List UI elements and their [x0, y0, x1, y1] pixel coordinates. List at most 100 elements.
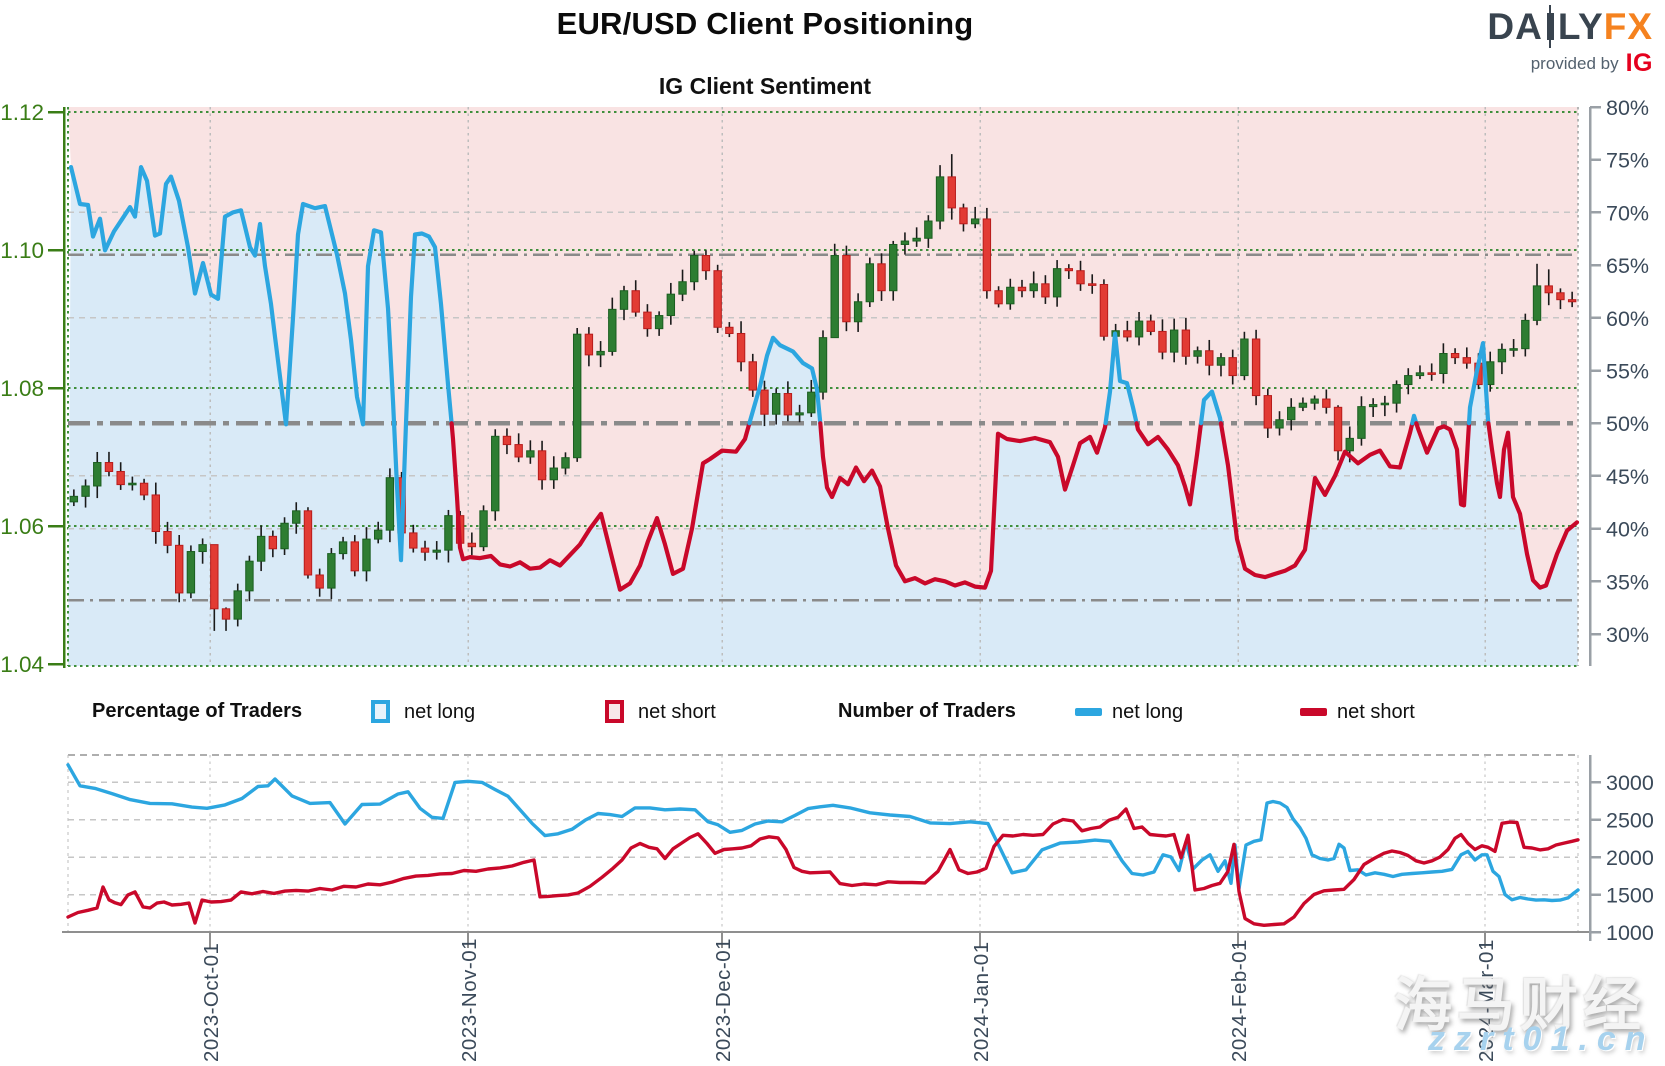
candle-up: [327, 553, 336, 589]
net-long-pct-line: [1466, 341, 1491, 426]
candle-down: [713, 270, 722, 328]
candle-up: [1532, 285, 1542, 321]
candle-up: [491, 435, 500, 512]
candle-down: [104, 462, 114, 472]
candle-up: [678, 281, 687, 295]
pct-tick-label: 35%: [1606, 570, 1649, 594]
date-tick-label: 2024-Feb-01: [1228, 939, 1251, 1062]
candle-down: [1427, 372, 1436, 375]
candle-up: [1486, 361, 1495, 386]
pct-tick-label: 55%: [1606, 360, 1649, 384]
candle-up: [1006, 286, 1015, 305]
num-tick-label: 2500: [1606, 809, 1654, 833]
net-short-pct-line: [1486, 421, 1580, 590]
candle-down: [982, 218, 992, 292]
net-long-pct-line: [1410, 413, 1419, 426]
candle-down: [514, 444, 523, 458]
candle-down: [947, 176, 956, 209]
price-tick-label: 1.10: [0, 238, 44, 263]
candle-up: [1275, 419, 1284, 429]
logo-text-fx: FX: [1603, 6, 1653, 47]
pct-tick-label: 45%: [1606, 465, 1649, 489]
candle-up: [1169, 329, 1179, 353]
provided-by-label: provided by: [1530, 54, 1619, 73]
candle-up: [479, 510, 488, 548]
candle-down: [1567, 299, 1577, 303]
net-short-pct-line: [818, 421, 1108, 590]
candle-up: [432, 549, 441, 553]
candle-down: [163, 531, 172, 546]
legend-number-of-traders: Number of Traders: [838, 700, 1016, 722]
candle-down: [1088, 283, 1097, 286]
candle-down: [268, 535, 278, 550]
candle-up: [572, 333, 582, 459]
number-of-traders-chart: 3000 2500 2000 1500 1000: [62, 754, 1654, 945]
watermark-url: zzrt01.cn: [1428, 1020, 1655, 1058]
net-long-pct-line: [747, 335, 823, 426]
candle-up: [795, 412, 804, 416]
candle-up: [1029, 283, 1038, 292]
candle-up: [1509, 348, 1518, 351]
candle-down: [701, 255, 711, 272]
net-short-pct-line: [1414, 421, 1472, 508]
candle-up: [1052, 268, 1062, 298]
candle-up: [362, 538, 371, 572]
candle-down: [760, 389, 769, 415]
candle-up: [1357, 406, 1366, 439]
candle-up: [280, 522, 289, 550]
pct-tick-label: 80%: [1606, 96, 1649, 120]
num-net-long-label: net long: [1112, 701, 1184, 723]
dailyfx-logo: DA LY FX provided by IG: [1487, 5, 1653, 77]
num-net-short-label: net short: [1337, 701, 1415, 723]
candle-down: [1064, 268, 1074, 272]
candle-up: [596, 350, 605, 356]
candle-down: [420, 547, 430, 553]
candle-up: [385, 477, 395, 531]
candle-up: [1134, 320, 1144, 338]
candle-down: [959, 207, 968, 225]
net-long-pct-line: [1198, 389, 1224, 426]
candle-down: [748, 361, 757, 391]
candle-down: [139, 482, 149, 496]
pct-net-long-label: net long: [404, 701, 476, 723]
candle-up: [373, 529, 383, 540]
candle-down: [350, 541, 359, 572]
candle-up: [1193, 350, 1202, 357]
date-tick-label: 2023-Oct-01: [200, 943, 223, 1062]
candle-up: [186, 551, 196, 594]
candle-down: [1263, 395, 1273, 429]
candle-up: [970, 218, 980, 225]
candle-down: [315, 574, 324, 589]
candle-up: [807, 391, 816, 414]
net-short-pct-line: [1218, 421, 1415, 580]
sentiment-line-group: [68, 165, 1580, 592]
pct-net-short-label: net short: [638, 701, 716, 723]
num-tick-label: 3000: [1606, 771, 1654, 795]
candle-down: [1123, 330, 1132, 338]
candle-down: [1333, 406, 1343, 452]
candle-down: [1076, 270, 1085, 285]
candle-down: [221, 608, 231, 620]
candle-down: [175, 544, 184, 594]
candle-down: [1544, 285, 1553, 294]
candle-up: [889, 243, 898, 292]
candle-up: [924, 220, 933, 239]
candle-down: [725, 326, 734, 334]
candlestick-icon: [1546, 5, 1554, 48]
candle-down: [1017, 286, 1027, 292]
pct-tick-label: 40%: [1606, 518, 1649, 542]
candle-down: [1251, 338, 1261, 397]
candle-up: [935, 176, 945, 222]
page-title: EUR/USD Client Positioning: [556, 6, 974, 41]
candle-up: [292, 510, 301, 524]
ig-logo: IG: [1625, 49, 1653, 77]
logo-text-da: DA: [1487, 6, 1543, 47]
logo-text-ly: LY: [1557, 6, 1604, 47]
candle-up: [853, 301, 863, 323]
candle-down: [783, 393, 793, 416]
candle-down: [994, 290, 1003, 305]
date-tick-label: 2023-Dec-01: [712, 938, 735, 1062]
candle-up: [1380, 402, 1390, 406]
